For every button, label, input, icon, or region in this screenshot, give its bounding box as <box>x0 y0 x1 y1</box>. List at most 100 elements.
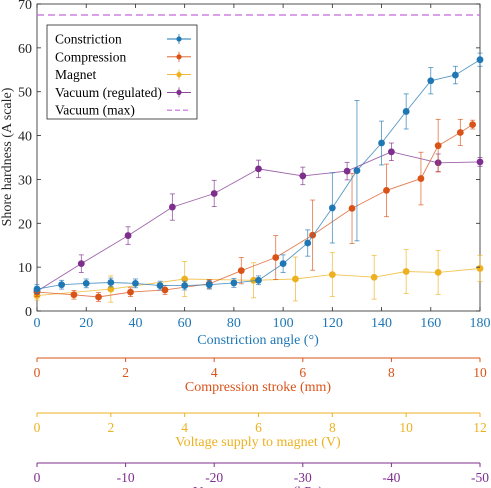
legend-marker <box>176 72 182 78</box>
data-point <box>353 167 361 175</box>
secondary-axis: 0 2 4 6 8 10 12 Voltage supply to magnet (V) <box>34 412 487 450</box>
legend-label: Vacuum (regulated) <box>55 85 162 100</box>
data-point <box>328 271 336 278</box>
secondary-tick-label: -50 <box>471 470 489 485</box>
data-point <box>181 282 189 289</box>
data-point <box>370 273 378 281</box>
x-tick-label: 180 <box>470 316 491 331</box>
legend-label: Constriction <box>55 32 122 47</box>
secondary-tick-label: 4 <box>181 420 188 435</box>
secondary-tick-label: -10 <box>117 470 135 485</box>
x-tick-label: 140 <box>371 316 392 331</box>
x-tick-label: 120 <box>322 316 343 331</box>
data-point <box>417 175 425 182</box>
secondary-tick-label: 8 <box>329 420 336 435</box>
legend-marker <box>176 54 182 60</box>
secondary-tick-label: -30 <box>294 470 312 485</box>
data-point <box>156 282 164 289</box>
data-point <box>388 148 395 156</box>
data-point <box>70 291 78 299</box>
data-point <box>427 77 435 85</box>
y-tick-label: 20 <box>18 217 32 232</box>
secondary-axis-label: Compression stroke (mm) <box>185 380 332 395</box>
secondary-axis-label: Vacuum pressure (kPa) <box>193 485 323 488</box>
secondary-tick-label: 2 <box>122 365 129 380</box>
data-point <box>292 275 299 283</box>
y-axis-label: Shore hardness (A scale) <box>0 87 15 226</box>
secondary-tick-label: 4 <box>211 365 218 380</box>
data-point <box>383 186 390 194</box>
data-point <box>469 121 477 129</box>
x-tick-label: 60 <box>178 316 192 331</box>
data-point <box>230 279 238 287</box>
y-tick-label: 60 <box>18 42 32 57</box>
y-tick-label: 70 <box>18 0 32 13</box>
y-tick-label: 10 <box>18 261 32 276</box>
data-point <box>343 167 351 175</box>
y-tick-label: 0 <box>25 305 32 320</box>
data-point <box>161 286 169 294</box>
secondary-tick-label: 0 <box>34 470 41 485</box>
secondary-tick-label: -20 <box>205 470 223 485</box>
data-point <box>205 281 213 289</box>
x-axis-label: Constriction angle (°) <box>197 333 319 348</box>
secondary-tick-label: 12 <box>473 420 487 435</box>
data-point <box>402 108 410 115</box>
data-point <box>77 260 85 268</box>
data-point <box>210 190 218 197</box>
data-point <box>127 288 134 296</box>
secondary-tick-label: 6 <box>299 365 306 380</box>
secondary-tick-label: 6 <box>255 420 262 435</box>
data-point <box>33 285 41 293</box>
data-point <box>237 267 245 275</box>
data-point <box>82 279 90 287</box>
data-point <box>107 285 115 293</box>
data-point <box>250 276 257 284</box>
data-point <box>279 260 287 268</box>
data-point <box>348 204 356 212</box>
x-tick-label: 80 <box>227 316 241 331</box>
legend-label: Compression <box>55 49 127 64</box>
data-point <box>95 293 102 301</box>
y-tick-label: 40 <box>18 130 32 145</box>
secondary-tick-label: 10 <box>399 420 413 435</box>
secondary-axis-label: Voltage supply to magnet (V) <box>175 435 341 450</box>
plot-area: 0 10 20 30 40 50 60 70 0 20 40 60 80 100 120 140 160 180 <box>18 0 491 331</box>
legend: Constriction Compression Magnet Vacuum (reg… <box>46 24 198 120</box>
legend-marker <box>176 36 182 42</box>
data-point <box>476 56 484 64</box>
secondary-tick-label: 0 <box>34 420 41 435</box>
secondary-axes: 0 2 4 6 8 10 Compression stroke (mm) 0 2 4 6 8 10 12 V… <box>34 357 489 488</box>
data-point <box>124 232 132 239</box>
data-point <box>107 279 115 286</box>
y-tick-label: 30 <box>18 173 32 188</box>
legend-marker <box>176 89 182 95</box>
data-point <box>402 268 410 275</box>
x-tick-label: 20 <box>79 316 93 331</box>
data-point <box>378 139 385 147</box>
secondary-axis: 0 -10 -20 -30 -40 -50 Vacuum pressure (kPa) <box>34 462 489 488</box>
secondary-tick-label: -40 <box>382 470 400 485</box>
x-tick-label: 160 <box>420 316 441 331</box>
x-tick-label: 0 <box>34 316 41 331</box>
data-point <box>434 269 442 276</box>
secondary-tick-label: 10 <box>473 365 487 380</box>
secondary-tick-label: 2 <box>107 420 114 435</box>
legend-label: Vacuum (max) <box>55 103 135 118</box>
data-point <box>255 165 262 173</box>
series-vacuum-regulated <box>33 142 484 297</box>
secondary-axis: 0 2 4 6 8 10 Compression stroke (mm) <box>34 357 487 395</box>
secondary-tick-label: 8 <box>388 365 395 380</box>
data-point <box>451 71 459 79</box>
y-tick-label: 50 <box>18 86 32 101</box>
secondary-tick-label: 0 <box>34 365 41 380</box>
data-point <box>476 158 484 166</box>
series-compression <box>33 118 477 302</box>
data-point <box>434 142 442 150</box>
data-point <box>272 254 280 261</box>
data-point <box>328 204 336 212</box>
data-point <box>476 265 484 272</box>
data-point <box>304 239 312 247</box>
data-point <box>168 203 176 211</box>
